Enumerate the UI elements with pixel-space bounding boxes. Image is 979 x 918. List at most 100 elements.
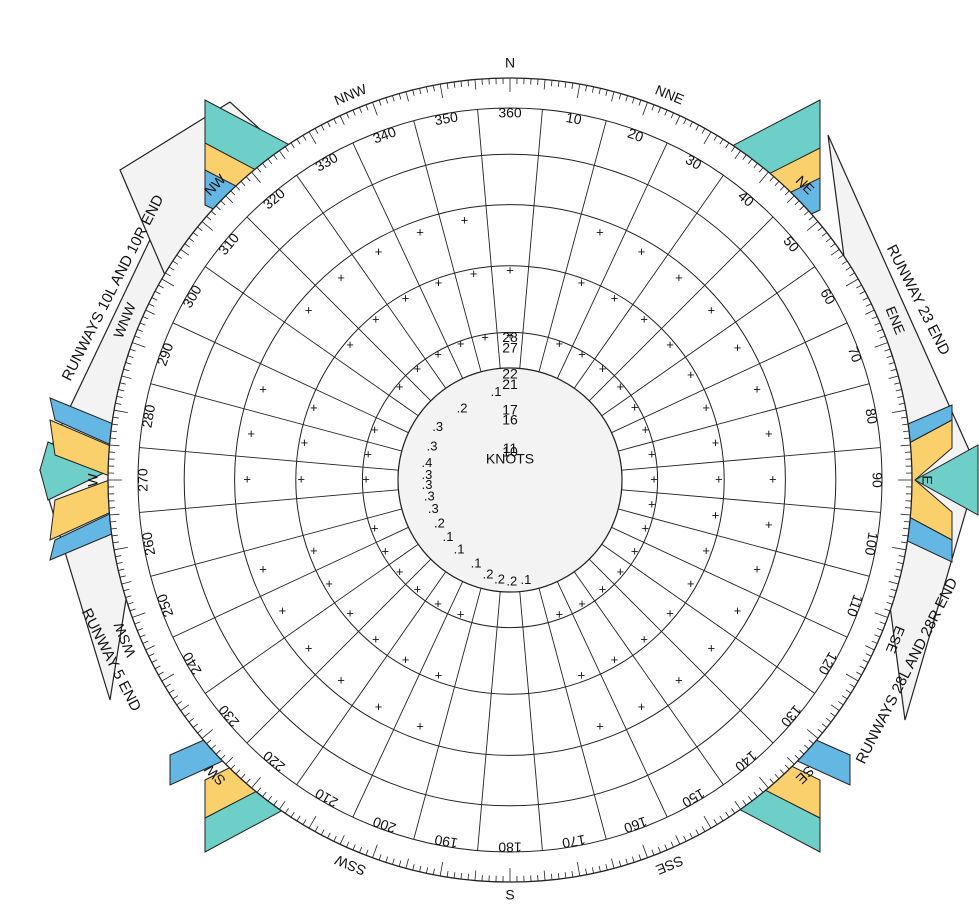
degree-tick [134,335,141,339]
degree-tick [877,627,883,631]
degree-tick [137,329,143,333]
degree-tick [576,862,581,876]
degree-tick [664,109,668,116]
degree-tick [689,832,693,839]
degree-tick [115,402,122,405]
sector-line [601,543,815,694]
degree-tick [747,796,753,802]
degree-tick [256,787,262,793]
degree-tick [598,865,601,872]
degree-tick [225,195,234,204]
degree-tick [151,297,158,301]
plus-marker: + [481,330,489,345]
degree-label: 10 [565,109,583,127]
plus-marker: + [631,399,639,414]
sector-line [556,581,668,818]
percentage-value: .2 [494,572,505,587]
degree-tick [719,138,724,145]
degree-tick [132,612,146,618]
degree-tick [902,527,910,530]
degree-tick [220,200,226,206]
sector-line [413,120,482,372]
sector-line [538,588,607,840]
degree-tick [123,588,130,592]
degree-label: 100 [862,531,882,557]
degree-tick [888,595,895,598]
degree-tick [900,513,911,516]
degree-tick [631,97,635,104]
degree-tick [148,653,155,657]
degree-tick [188,717,194,723]
degree-tick [821,723,828,728]
degree-tick [119,382,126,385]
degree-tick [784,190,790,196]
degree-tick [110,520,117,523]
degree-tick [206,739,212,745]
degree-tick [439,84,444,98]
degree-tick [631,856,635,863]
degree-tick [642,844,648,858]
degree-tick [151,659,158,663]
plus-marker: + [596,224,604,239]
plus-marker: + [666,337,674,352]
degree-tick [657,847,661,853]
degree-tick [359,107,363,113]
plus-marker: + [337,270,345,285]
degree-tick [865,303,872,307]
degree-tick [877,329,883,333]
plus-marker: + [599,361,607,376]
degree-tick [576,84,581,98]
degree-tick [874,612,888,618]
plus-marker: + [765,426,773,441]
degree-tick [731,146,736,152]
degree-label: 280 [138,403,158,429]
degree-tick [172,695,179,700]
degree-tick [902,430,910,433]
degree-tick [664,844,668,851]
degree-label: 70 [845,344,865,364]
degree-tick [830,249,840,256]
plus-marker: + [648,446,656,461]
degree-tick [543,79,546,90]
percentage-value: .3 [427,438,438,453]
degree-tick [826,237,832,243]
degree-tick [158,284,164,289]
degree-tick [446,82,449,89]
degree-label: 270 [135,468,151,492]
degree-tick [320,124,325,131]
degree-tick [225,756,234,765]
degree-tick [453,872,456,879]
degree-tick [838,254,844,259]
degree-tick [611,858,615,869]
plus-marker: + [346,606,354,621]
degree-tick [557,80,560,88]
degree-tick [874,342,888,348]
degree-tick [894,575,901,578]
degree-tick [888,581,899,585]
sector-line [618,383,870,452]
degree-tick [808,739,814,745]
degree-tick [392,95,395,102]
degree-tick [378,854,382,861]
degree-tick [856,284,862,289]
degree-tick [894,382,901,385]
plus-marker: + [301,435,309,450]
degree-tick [900,444,911,447]
degree-tick [817,226,823,232]
speed-label: KNOTS [486,451,534,467]
sector-line [296,571,447,785]
sector-line [172,526,409,638]
degree-tick [412,89,415,96]
degree-tick [564,872,567,879]
plus-marker: + [435,668,443,683]
degree-tick [127,601,134,605]
degree-tick [110,430,118,433]
degree-tick [845,278,859,287]
degree-tick [862,659,869,663]
degree-tick [859,665,866,670]
degree-tick [296,138,301,145]
degree-tick [769,778,775,784]
plus-marker: + [640,311,648,326]
sector-line [246,558,432,744]
